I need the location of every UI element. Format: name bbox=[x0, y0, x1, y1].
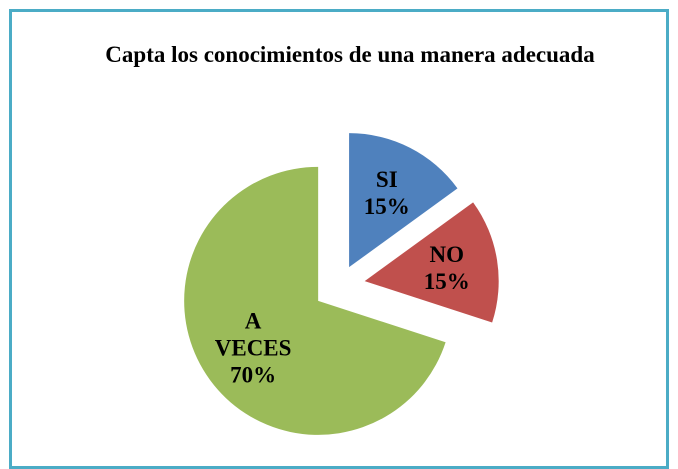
category-label: SI bbox=[375, 167, 398, 193]
pie-slice bbox=[364, 202, 499, 323]
category-label: A VECES bbox=[214, 308, 292, 361]
chart-title: Capta los conocimientos de una manera ad… bbox=[105, 42, 595, 67]
pie-slice bbox=[184, 166, 446, 435]
value-label: 15% bbox=[423, 269, 470, 295]
plot-area bbox=[184, 133, 499, 435]
value-label: 70% bbox=[230, 362, 277, 388]
chart: Capta los conocimientos de una manera ad… bbox=[9, 9, 669, 469]
value-label: 15% bbox=[363, 194, 410, 220]
slice-label: SI 15% bbox=[345, 166, 429, 220]
category-label: NO bbox=[429, 242, 464, 268]
pie-slice bbox=[349, 133, 458, 268]
slice-label: A VECES 70% bbox=[211, 308, 295, 389]
slice-label: NO 15% bbox=[405, 241, 489, 295]
